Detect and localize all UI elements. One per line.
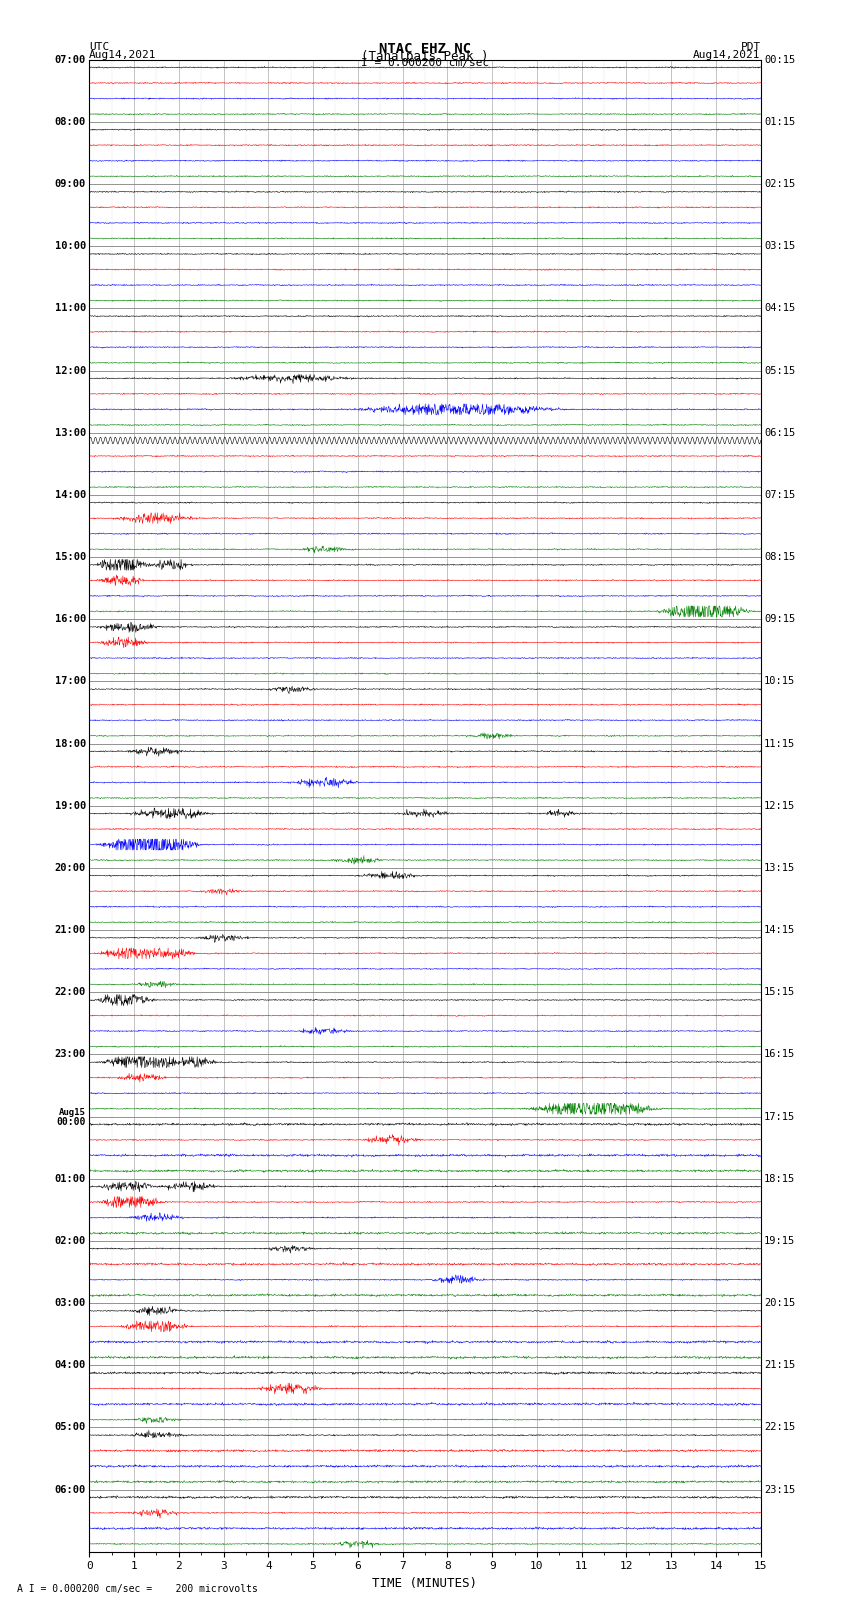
Text: 23:15: 23:15 (764, 1484, 796, 1495)
Text: 19:15: 19:15 (764, 1236, 796, 1245)
Text: 07:15: 07:15 (764, 490, 796, 500)
Text: Aug15: Aug15 (59, 1108, 86, 1116)
Text: 20:00: 20:00 (54, 863, 86, 873)
Text: 18:00: 18:00 (54, 739, 86, 748)
Text: 15:00: 15:00 (54, 552, 86, 561)
Text: 04:00: 04:00 (54, 1360, 86, 1369)
Text: 05:00: 05:00 (54, 1423, 86, 1432)
Text: 21:15: 21:15 (764, 1360, 796, 1369)
Text: 10:15: 10:15 (764, 676, 796, 687)
Text: 00:15: 00:15 (764, 55, 796, 65)
Text: 10:00: 10:00 (54, 242, 86, 252)
Text: 17:00: 17:00 (54, 676, 86, 687)
Text: 20:15: 20:15 (764, 1298, 796, 1308)
Text: 15:15: 15:15 (764, 987, 796, 997)
Text: Aug14,2021: Aug14,2021 (694, 50, 761, 60)
Text: 01:15: 01:15 (764, 116, 796, 127)
Text: 16:15: 16:15 (764, 1050, 796, 1060)
Text: 09:15: 09:15 (764, 615, 796, 624)
Text: 19:00: 19:00 (54, 800, 86, 811)
Text: 03:15: 03:15 (764, 242, 796, 252)
X-axis label: TIME (MINUTES): TIME (MINUTES) (372, 1578, 478, 1590)
Text: NTAC EHZ NC: NTAC EHZ NC (379, 42, 471, 56)
Text: 12:15: 12:15 (764, 800, 796, 811)
Text: 06:15: 06:15 (764, 427, 796, 437)
Text: (Tanalpais Peak ): (Tanalpais Peak ) (361, 50, 489, 63)
Text: 13:15: 13:15 (764, 863, 796, 873)
Text: 07:00: 07:00 (54, 55, 86, 65)
Text: 06:00: 06:00 (54, 1484, 86, 1495)
Text: 12:00: 12:00 (54, 366, 86, 376)
Text: 22:15: 22:15 (764, 1423, 796, 1432)
Text: 14:15: 14:15 (764, 924, 796, 936)
Text: A I = 0.000200 cm/sec =    200 microvolts: A I = 0.000200 cm/sec = 200 microvolts (17, 1584, 258, 1594)
Text: UTC: UTC (89, 42, 110, 52)
Text: 23:00: 23:00 (54, 1050, 86, 1060)
Text: 14:00: 14:00 (54, 490, 86, 500)
Text: 05:15: 05:15 (764, 366, 796, 376)
Text: 01:00: 01:00 (54, 1174, 86, 1184)
Text: 08:15: 08:15 (764, 552, 796, 561)
Text: 21:00: 21:00 (54, 924, 86, 936)
Text: 04:15: 04:15 (764, 303, 796, 313)
Text: 02:00: 02:00 (54, 1236, 86, 1245)
Text: 22:00: 22:00 (54, 987, 86, 997)
Text: I = 0.000200 cm/sec: I = 0.000200 cm/sec (361, 58, 489, 68)
Text: 11:15: 11:15 (764, 739, 796, 748)
Text: 02:15: 02:15 (764, 179, 796, 189)
Text: 00:00: 00:00 (56, 1116, 86, 1126)
Text: 08:00: 08:00 (54, 116, 86, 127)
Text: 13:00: 13:00 (54, 427, 86, 437)
Text: 11:00: 11:00 (54, 303, 86, 313)
Text: 16:00: 16:00 (54, 615, 86, 624)
Text: PDT: PDT (740, 42, 761, 52)
Text: 09:00: 09:00 (54, 179, 86, 189)
Text: 03:00: 03:00 (54, 1298, 86, 1308)
Text: Aug14,2021: Aug14,2021 (89, 50, 156, 60)
Text: 18:15: 18:15 (764, 1174, 796, 1184)
Text: 17:15: 17:15 (764, 1111, 796, 1121)
